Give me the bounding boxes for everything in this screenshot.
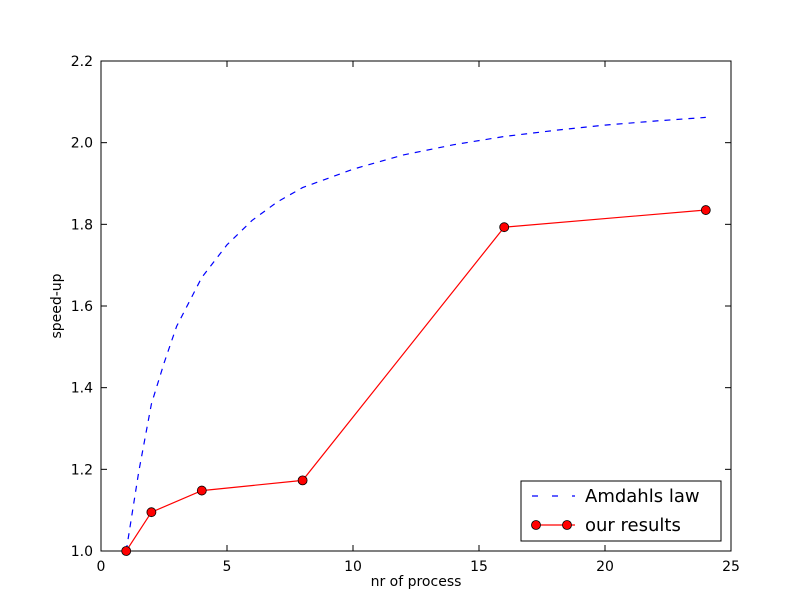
x-tick-label: 5 bbox=[223, 559, 232, 575]
x-tick-label: 20 bbox=[596, 559, 614, 575]
legend-label-amdahls-law: Amdahls law bbox=[585, 486, 700, 507]
y-axis-label: speed-up bbox=[49, 273, 65, 338]
plot-frame bbox=[100, 60, 732, 552]
y-tick-label: 2.0 bbox=[71, 136, 93, 152]
tick-layer: 0 5 10 15 20 25 1.0 1.2 1.4 1.6 1.8 2.0 2.2 bbox=[71, 54, 740, 575]
x-tick-label: 0 bbox=[97, 559, 106, 575]
data-point bbox=[196, 485, 207, 496]
y-tick-label: 1.8 bbox=[71, 217, 93, 233]
x-tick-label: 10 bbox=[344, 559, 362, 575]
legend-marker-our-results bbox=[531, 520, 541, 530]
data-point bbox=[297, 475, 308, 486]
y-tick-label: 1.6 bbox=[71, 299, 93, 315]
data-point bbox=[700, 205, 711, 215]
legend: Amdahls law our results bbox=[520, 480, 722, 542]
series-layer bbox=[121, 116, 711, 556]
legend-marker-our-results bbox=[562, 520, 572, 530]
x-axis-label: nr of process bbox=[371, 574, 462, 590]
x-tick-label: 25 bbox=[722, 559, 740, 575]
y-tick-label: 1.0 bbox=[71, 544, 93, 560]
y-tick-label: 1.2 bbox=[71, 462, 93, 478]
plot-area-border bbox=[100, 60, 732, 552]
legend-label-our-results: our results bbox=[585, 515, 681, 536]
y-tick-label: 2.2 bbox=[71, 54, 93, 70]
y-tick-label: 1.4 bbox=[71, 381, 93, 397]
data-point bbox=[146, 507, 157, 518]
legend-box bbox=[520, 480, 722, 542]
series-line-1 bbox=[125, 209, 706, 552]
x-tick-label: 15 bbox=[470, 559, 488, 575]
data-point bbox=[121, 546, 132, 556]
data-point bbox=[499, 222, 510, 233]
